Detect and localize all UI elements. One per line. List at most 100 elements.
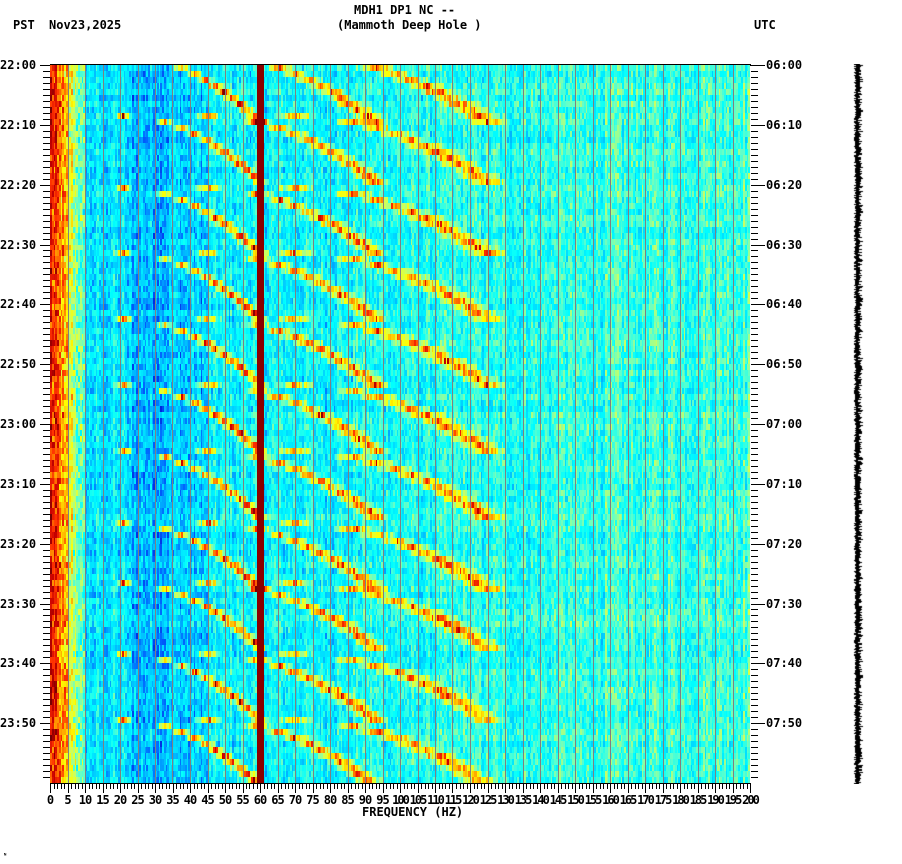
x-tick-label: 10: [78, 793, 92, 807]
x-minor-tick: [621, 783, 622, 789]
x-tick-label: 105: [409, 793, 428, 807]
y-minor-tick-right: [751, 502, 758, 503]
x-major-tick: [278, 783, 279, 793]
x-major-tick: [558, 783, 559, 793]
x-minor-tick: [547, 783, 548, 789]
x-minor-tick: [498, 783, 499, 789]
x-minor-tick: [215, 783, 216, 789]
x-major-tick: [208, 783, 209, 793]
y-minor-tick-left: [43, 167, 50, 168]
x-minor-tick: [445, 783, 446, 789]
y-minor-tick-left: [43, 173, 50, 174]
y-minor-tick-right: [751, 376, 758, 377]
y-minor-tick-left: [43, 89, 50, 90]
y-minor-tick-right: [751, 633, 758, 634]
x-minor-tick: [428, 783, 429, 789]
x-minor-tick: [110, 783, 111, 789]
x-minor-tick: [719, 783, 720, 789]
y-minor-tick-right: [751, 765, 758, 766]
x-minor-tick: [218, 783, 219, 789]
x-minor-tick: [600, 783, 601, 789]
y-minor-tick-left: [43, 478, 50, 479]
y-minor-tick-left: [43, 239, 50, 240]
x-minor-tick: [187, 783, 188, 789]
y-tick-label-right: 06:10: [766, 118, 803, 132]
x-minor-tick: [323, 783, 324, 789]
y-minor-tick-left: [43, 209, 50, 210]
y-tick-label-left: 22:40: [0, 297, 37, 311]
x-minor-tick: [299, 783, 300, 789]
y-tick-label-right: 06:20: [766, 178, 803, 192]
y-major-tick-right: [751, 484, 765, 485]
y-minor-tick-right: [751, 191, 758, 192]
x-major-tick: [120, 783, 121, 793]
x-minor-tick: [509, 783, 510, 789]
x-minor-tick: [652, 783, 653, 789]
x-minor-tick: [705, 783, 706, 789]
y-minor-tick-left: [43, 460, 50, 461]
x-tick-label: 185: [689, 793, 708, 807]
y-minor-tick-right: [751, 328, 758, 329]
y-minor-tick-right: [751, 131, 758, 132]
x-minor-tick: [306, 783, 307, 789]
x-minor-tick: [736, 783, 737, 789]
x-minor-tick: [712, 783, 713, 789]
y-minor-tick-left: [43, 149, 50, 150]
y-minor-tick-right: [751, 741, 758, 742]
y-minor-tick-right: [751, 675, 758, 676]
y-minor-tick-left: [43, 101, 50, 102]
y-minor-tick-right: [751, 274, 758, 275]
x-minor-tick: [526, 783, 527, 789]
y-tick-label-left: 23:20: [0, 537, 37, 551]
station-subtitle: (Mammoth Deep Hole ): [337, 18, 482, 32]
y-minor-tick-left: [43, 406, 50, 407]
y-minor-tick-right: [751, 592, 758, 593]
y-minor-tick-left: [43, 203, 50, 204]
x-minor-tick: [117, 783, 118, 789]
x-minor-tick: [341, 783, 342, 789]
y-minor-tick-right: [751, 454, 758, 455]
x-major-tick: [348, 783, 349, 793]
x-minor-tick: [516, 783, 517, 789]
y-minor-tick-right: [751, 89, 758, 90]
x-major-tick: [698, 783, 699, 793]
x-tick-label: 50: [218, 793, 232, 807]
y-tick-label-left: 22:00: [0, 58, 37, 72]
y-minor-tick-left: [43, 227, 50, 228]
x-minor-tick: [747, 783, 748, 789]
x-minor-tick: [106, 783, 107, 789]
x-minor-tick: [148, 783, 149, 789]
y-minor-tick-right: [751, 615, 758, 616]
y-minor-tick-left: [43, 693, 50, 694]
right-timezone-label: UTC: [754, 18, 776, 32]
y-minor-tick-right: [751, 95, 758, 96]
x-minor-tick: [92, 783, 93, 789]
y-minor-tick-left: [43, 256, 50, 257]
x-tick-label: 45: [201, 793, 214, 807]
x-minor-tick: [631, 783, 632, 789]
x-minor-tick: [463, 783, 464, 789]
y-minor-tick-right: [751, 400, 758, 401]
y-minor-tick-right: [751, 113, 758, 114]
x-tick-label: 135: [514, 793, 533, 807]
y-minor-tick-right: [751, 418, 758, 419]
y-minor-tick-left: [43, 262, 50, 263]
y-minor-tick-right: [751, 173, 758, 174]
x-major-tick: [365, 783, 366, 793]
x-minor-tick: [582, 783, 583, 789]
x-tick-label: 110: [427, 793, 445, 807]
y-minor-tick-left: [43, 615, 50, 616]
y-tick-label-left: 23:10: [0, 477, 37, 491]
x-minor-tick: [176, 783, 177, 789]
x-major-tick: [435, 783, 436, 793]
y-minor-tick-left: [43, 466, 50, 467]
x-major-tick: [750, 783, 751, 793]
y-minor-tick-left: [43, 687, 50, 688]
y-minor-tick-right: [751, 298, 758, 299]
x-minor-tick: [568, 783, 569, 789]
x-major-tick: [470, 783, 471, 793]
y-minor-tick-right: [751, 717, 758, 718]
y-minor-tick-right: [751, 538, 758, 539]
y-minor-tick-left: [43, 598, 50, 599]
x-tick-label: 40: [183, 793, 197, 807]
